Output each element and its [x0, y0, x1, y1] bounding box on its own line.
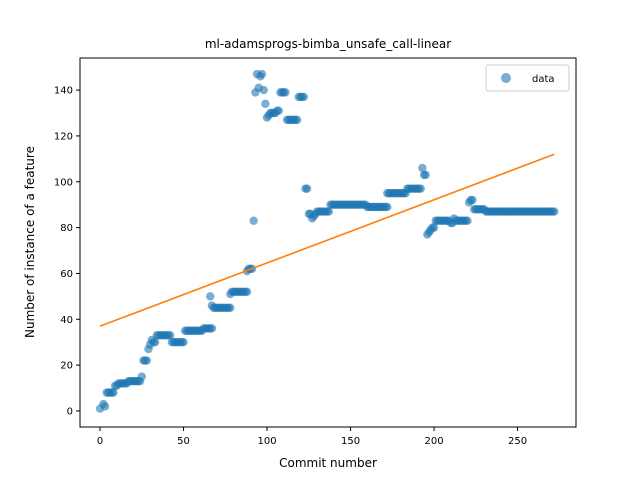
- y-axis-label: Number of instance of a feature: [23, 146, 37, 338]
- data-point: [281, 88, 290, 97]
- data-point: [468, 195, 477, 205]
- data-point: [179, 338, 188, 347]
- data-point: [550, 207, 559, 216]
- data-point: [137, 372, 146, 381]
- data-layer: [95, 69, 559, 413]
- legend-box: [485, 64, 570, 92]
- x-tick-label: 0: [97, 436, 103, 447]
- y-tick-label: 0: [67, 406, 73, 417]
- data-point: [261, 99, 270, 109]
- x-tick-label: 200: [425, 436, 444, 447]
- data-point: [150, 338, 160, 347]
- x-tick-label: 150: [341, 436, 360, 447]
- legend-marker-data: [501, 73, 511, 83]
- data-point: [165, 331, 175, 340]
- x-axis: 0 50 100 150 200 250: [97, 427, 527, 447]
- data-point: [249, 216, 258, 225]
- data-point: [429, 223, 439, 232]
- data-point: [299, 92, 308, 102]
- data-point: [257, 69, 267, 79]
- data-point: [383, 202, 392, 212]
- data-point: [421, 170, 430, 180]
- data-point: [207, 324, 217, 333]
- plot-frame: [79, 57, 577, 428]
- data-point: [109, 388, 118, 397]
- chart-title: ml-adamsprogs-bimba_unsafe_call-linear: [205, 37, 451, 51]
- y-tick-label: 40: [60, 315, 73, 326]
- x-tick-label: 50: [177, 436, 190, 447]
- data-point: [226, 303, 235, 313]
- data-point: [242, 287, 252, 296]
- legend: data: [485, 64, 570, 92]
- y-tick-label: 20: [60, 361, 73, 372]
- data-point: [292, 115, 302, 125]
- data-point: [142, 356, 151, 365]
- data-point: [418, 163, 427, 173]
- y-axis: 0 20 40 60 80 100 120 140: [54, 86, 80, 417]
- x-tick-label: 250: [508, 436, 527, 447]
- data-point: [463, 216, 472, 225]
- x-axis-label: Commit number: [279, 456, 377, 470]
- y-tick-label: 100: [54, 177, 73, 188]
- data-point: [324, 207, 334, 216]
- data-point: [302, 184, 312, 193]
- fit-line: [99, 153, 555, 327]
- data-point: [259, 85, 268, 95]
- legend-label-data: data: [532, 74, 555, 85]
- y-tick-label: 80: [60, 223, 73, 234]
- y-tick-label: 120: [54, 131, 73, 142]
- data-point: [416, 184, 425, 193]
- data-point: [206, 292, 215, 301]
- y-tick-label: 140: [54, 86, 73, 97]
- data-point: [100, 402, 110, 411]
- x-tick-label: 100: [257, 436, 276, 447]
- data-point: [274, 106, 283, 115]
- y-tick-label: 60: [60, 269, 73, 280]
